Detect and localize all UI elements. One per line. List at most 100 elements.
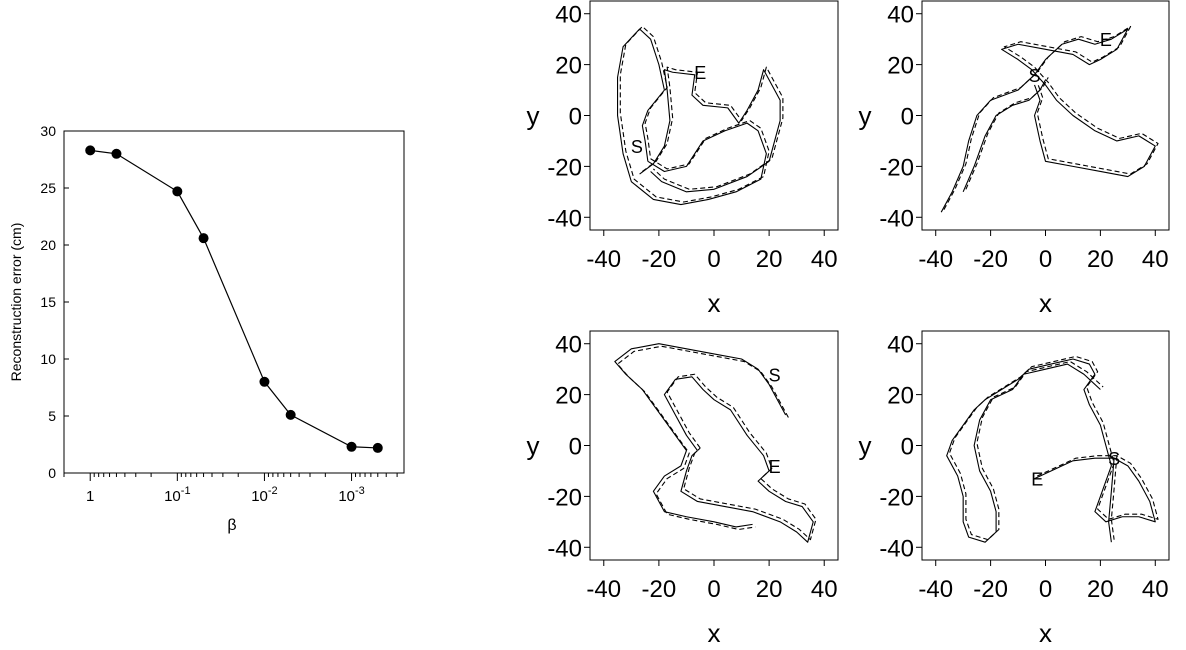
y-axis-label: Reconstruction error (cm) xyxy=(8,223,24,382)
y-tick-label: 30 xyxy=(40,123,56,139)
x-tick-label: -20 xyxy=(973,576,1008,603)
x-axis-label: x xyxy=(708,618,721,648)
x-tick-label: 20 xyxy=(756,246,783,273)
x-tick-label: 40 xyxy=(811,576,838,603)
x-tick-label: 0 xyxy=(707,246,720,273)
data-line xyxy=(90,149,378,449)
y-tick-label: 15 xyxy=(40,294,56,310)
y-axis-label: y xyxy=(859,101,872,131)
x-tick-label: 0 xyxy=(1039,246,1052,273)
x-axis-label: x xyxy=(1039,618,1052,648)
y-tick-label: 40 xyxy=(887,332,914,359)
y-tick-label: 0 xyxy=(569,434,582,461)
x-tick-label: 40 xyxy=(1142,576,1169,603)
reconstructed-trajectory xyxy=(965,77,1049,190)
y-tick-label: 5 xyxy=(48,408,56,424)
trajectory-panel-3: -40-40 -20 -20 0 0 20 20 40 40 x y S E xyxy=(527,330,839,648)
y-tick-label: 40 xyxy=(555,332,582,359)
y-tick-label: -40 xyxy=(879,205,914,232)
x-tick-label: 40 xyxy=(811,246,838,273)
true-trajectory xyxy=(663,376,814,543)
x-axis-label: x xyxy=(1039,288,1052,318)
data-point xyxy=(85,145,96,156)
y-axis-label: y xyxy=(527,431,540,461)
plot-frame xyxy=(589,0,839,231)
trajectory-panel-4: -40-40 -20 -20 0 0 20 20 40 40 x y S E xyxy=(859,330,1170,648)
x-tick-label: 20 xyxy=(1087,246,1114,273)
end-marker-label: E xyxy=(1031,470,1043,490)
true-trajectory xyxy=(946,358,1156,543)
trajectory-panel-2: -40-40 -20 -20 0 0 20 20 40 40 x y S E xyxy=(859,0,1170,318)
trajectory-panel-1: -40-40 -20 -20 0 0 20 20 40 40 x y S E xyxy=(527,0,839,318)
start-marker-label: S xyxy=(769,365,781,385)
y-tick-label: 20 xyxy=(40,237,56,253)
x-tick-label: -40 xyxy=(586,246,621,273)
y-tick-label: -40 xyxy=(879,535,914,562)
x-axis-label: x xyxy=(708,288,721,318)
y-tick-label: -20 xyxy=(547,154,582,181)
y-tick-label: 20 xyxy=(887,383,914,410)
reconstructed-trajectory xyxy=(948,355,1159,541)
x-tick-label: 10-3 xyxy=(338,485,364,505)
start-marker-label: S xyxy=(1108,449,1120,469)
start-marker-label: S xyxy=(631,137,643,157)
y-tick-label: -20 xyxy=(547,484,582,511)
data-point xyxy=(346,441,357,452)
y-tick-label: 20 xyxy=(555,383,582,410)
end-marker-label: E xyxy=(769,457,781,477)
data-point xyxy=(285,409,296,420)
true-trajectory xyxy=(617,28,767,206)
x-tick-label: 10-1 xyxy=(164,485,190,505)
x-tick-label: -40 xyxy=(586,576,621,603)
end-marker-label: E xyxy=(1100,30,1112,50)
x-tick-label: 20 xyxy=(1087,576,1114,603)
plot-frame xyxy=(589,330,839,561)
x-tick-label: 0 xyxy=(707,576,720,603)
y-tick-label: -20 xyxy=(879,154,914,181)
data-point xyxy=(172,186,183,197)
data-point xyxy=(111,148,122,159)
true-trajectory xyxy=(614,343,787,528)
end-marker-label: E xyxy=(694,63,706,83)
y-tick-label: -40 xyxy=(547,205,582,232)
reconstructed-trajectory xyxy=(666,373,817,541)
y-tick-label: 10 xyxy=(40,351,56,367)
x-axis-label: β xyxy=(227,517,236,534)
data-point xyxy=(259,376,270,387)
x-tick-label: -40 xyxy=(918,576,953,603)
reconstructed-trajectory xyxy=(1110,455,1118,540)
x-tick-label: 20 xyxy=(756,576,783,603)
plot-frame xyxy=(921,0,1170,231)
reconstructed-trajectory xyxy=(943,25,1159,210)
true-trajectory xyxy=(639,69,781,193)
true-trajectory xyxy=(1108,458,1115,543)
plot-frame xyxy=(63,130,405,474)
x-tick-label: -20 xyxy=(642,576,677,603)
start-marker-label: S xyxy=(1029,66,1041,86)
y-tick-label: 40 xyxy=(887,2,914,29)
y-tick-label: 20 xyxy=(555,53,582,80)
data-point xyxy=(198,233,209,244)
x-tick-label: 40 xyxy=(1142,246,1169,273)
x-tick-label: -40 xyxy=(918,246,953,273)
y-tick-label: 0 xyxy=(48,465,56,481)
y-tick-label: -20 xyxy=(879,484,914,511)
y-tick-label: 40 xyxy=(555,2,582,29)
x-tick-label: 10-2 xyxy=(251,485,277,505)
reconstructed-trajectory xyxy=(619,25,770,203)
error-vs-beta-chart: 0 5 10 15 20 25 30 1 10-1 10-2 10-3 β Reconstruction… xyxy=(8,123,405,534)
y-axis-label: y xyxy=(527,101,540,131)
reconstructed-trajectory xyxy=(617,345,789,531)
y-tick-label: 0 xyxy=(901,104,914,131)
y-tick-label: -40 xyxy=(547,535,582,562)
reconstructed-trajectory xyxy=(642,66,784,190)
y-axis-label: y xyxy=(859,431,872,461)
x-tick-label: -20 xyxy=(642,246,677,273)
y-tick-label: 0 xyxy=(901,434,914,461)
y-tick-label: 25 xyxy=(40,180,56,196)
true-trajectory xyxy=(940,28,1156,213)
x-tick-label: 1 xyxy=(86,488,94,505)
data-point xyxy=(372,442,383,453)
y-tick-label: 0 xyxy=(569,104,582,131)
